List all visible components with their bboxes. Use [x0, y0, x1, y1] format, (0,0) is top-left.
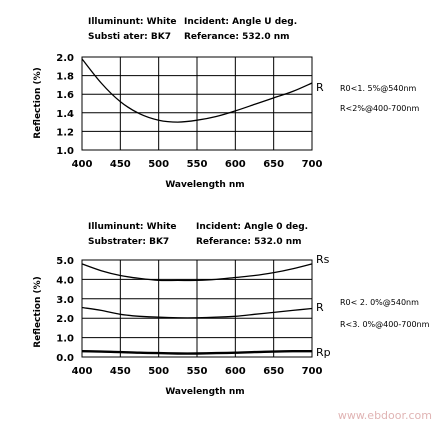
- x-tick-label: 700: [302, 159, 323, 170]
- chart1-y-axis-label: Reflection (%): [33, 67, 43, 139]
- x-tick-label: 600: [225, 366, 246, 377]
- series-line-rs: [81, 263, 313, 282]
- y-tick-label: 2.0: [56, 314, 74, 325]
- chart2-illuminant: Illuminunt: White: [88, 222, 176, 232]
- y-tick-label: 1.0: [56, 146, 74, 157]
- chart1-incident: Incident: Angle U deg.: [184, 17, 297, 27]
- chart1-reference: Referance: 532.0 nm: [184, 32, 290, 42]
- y-tick-label: 4.0: [56, 275, 74, 286]
- chart1-y-ticks: 2.0 1.8 1.6 1.4 1.2 1.0: [56, 53, 74, 157]
- chart-2: Illuminunt: White Incident: Angle 0 deg.…: [33, 222, 430, 397]
- chart2-spec-line-1: R0< 2. 0%@540nm: [340, 298, 419, 307]
- chart2-spec-line-2: R<3. 0%@400-700nm: [340, 320, 430, 329]
- chart2-x-ticks: 400 450 500 550 600 650 700: [72, 366, 323, 377]
- x-tick-label: 550: [187, 366, 208, 377]
- x-tick-label: 400: [72, 366, 93, 377]
- y-tick-label: 2.0: [56, 53, 74, 64]
- chart1-grid: [81, 56, 313, 151]
- y-tick-label: 1.2: [56, 127, 74, 138]
- chart1-spec-line-2: R<2%@400-700nm: [340, 104, 419, 113]
- chart2-y-ticks: 5.0 4.0 3.0 2.0 1.0 0.0: [56, 256, 74, 364]
- chart1-series-label-r: R: [316, 81, 324, 94]
- x-tick-label: 450: [110, 366, 131, 377]
- chart2-substrate: Substrater: BK7: [88, 237, 169, 247]
- series-line-r: [81, 58, 313, 123]
- x-tick-label: 600: [225, 159, 246, 170]
- y-tick-label: 3.0: [56, 295, 74, 306]
- x-tick-label: 700: [302, 366, 323, 377]
- series-line-r: [81, 306, 313, 319]
- y-tick-label: 1.0: [56, 334, 74, 345]
- chart1-illuminant: Illuminunt: White: [88, 17, 176, 27]
- chart1-spec-line-1: R0<1. 5%@540nm: [340, 84, 417, 93]
- chart1-substrate: Substi ater: BK7: [88, 32, 171, 42]
- x-tick-label: 650: [263, 366, 284, 377]
- series-line-rp: [81, 349, 313, 355]
- chart2-series-label-rs: Rs: [316, 253, 330, 266]
- chart2-series-label-rp: Rp: [316, 346, 331, 359]
- x-tick-label: 400: [72, 159, 93, 170]
- y-tick-label: 1.4: [56, 109, 74, 120]
- y-tick-label: 1.6: [56, 90, 74, 101]
- chart2-series-label-r: R: [316, 301, 324, 314]
- y-tick-label: 1.8: [56, 72, 74, 83]
- chart2-series: [81, 263, 313, 355]
- chart2-reference: Referance: 532.0 nm: [196, 237, 302, 247]
- chart2-incident: Incident: Angle 0 deg.: [196, 222, 308, 232]
- y-tick-label: 5.0: [56, 256, 74, 267]
- chart1-series: [81, 58, 313, 123]
- x-tick-label: 500: [148, 366, 169, 377]
- y-tick-label: 0.0: [56, 353, 74, 364]
- x-tick-label: 650: [263, 159, 284, 170]
- watermark: www.ebdoor.com: [338, 409, 432, 422]
- chart-1: Illuminunt: White Incident: Angle U deg.…: [33, 17, 419, 190]
- chart1-x-ticks: 400 450 500 550 600 650 700: [72, 159, 323, 170]
- x-tick-label: 500: [148, 159, 169, 170]
- x-tick-label: 550: [187, 159, 208, 170]
- chart2-y-axis-label: Reflection (%): [33, 276, 43, 348]
- chart2-x-axis-label: Wavelength nm: [165, 387, 244, 397]
- chart1-x-axis-label: Wavelength nm: [165, 180, 244, 190]
- x-tick-label: 450: [110, 159, 131, 170]
